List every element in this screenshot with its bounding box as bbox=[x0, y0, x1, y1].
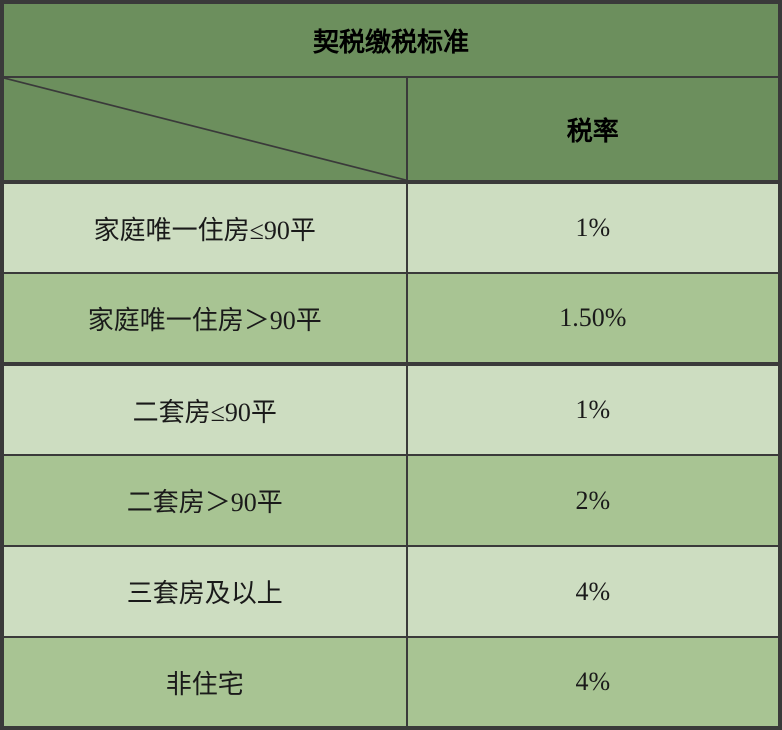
table-row: 家庭唯一住房≤90平 1% bbox=[2, 182, 780, 273]
category-cell: 家庭唯一住房＞90平 bbox=[2, 273, 407, 364]
rate-cell: 1% bbox=[407, 182, 780, 273]
table-row: 二套房＞90平 2% bbox=[2, 455, 780, 546]
table-row: 家庭唯一住房＞90平 1.50% bbox=[2, 273, 780, 364]
rate-cell: 1.50% bbox=[407, 273, 780, 364]
title-row: 契税缴税标准 bbox=[2, 2, 780, 77]
tax-table: 契税缴税标准 税率 家庭唯一住房≤90平 1% 家庭唯一住房＞90平 1.50%… bbox=[0, 0, 782, 730]
category-cell: 家庭唯一住房≤90平 bbox=[2, 182, 407, 273]
rate-cell: 4% bbox=[407, 637, 780, 728]
table-title: 契税缴税标准 bbox=[2, 2, 780, 77]
header-rate: 税率 bbox=[407, 77, 780, 182]
table-row: 三套房及以上 4% bbox=[2, 546, 780, 637]
category-cell: 非住宅 bbox=[2, 637, 407, 728]
category-cell: 二套房＞90平 bbox=[2, 455, 407, 546]
table-row: 非住宅 4% bbox=[2, 637, 780, 728]
rate-cell: 4% bbox=[407, 546, 780, 637]
header-row: 税率 bbox=[2, 77, 780, 182]
diagonal-line-icon bbox=[4, 78, 406, 180]
tax-table-container: 契税缴税标准 税率 家庭唯一住房≤90平 1% 家庭唯一住房＞90平 1.50%… bbox=[0, 0, 782, 729]
category-cell: 三套房及以上 bbox=[2, 546, 407, 637]
header-diagonal-cell bbox=[2, 77, 407, 182]
rate-cell: 2% bbox=[407, 455, 780, 546]
category-cell: 二套房≤90平 bbox=[2, 364, 407, 455]
rate-cell: 1% bbox=[407, 364, 780, 455]
table-row: 二套房≤90平 1% bbox=[2, 364, 780, 455]
